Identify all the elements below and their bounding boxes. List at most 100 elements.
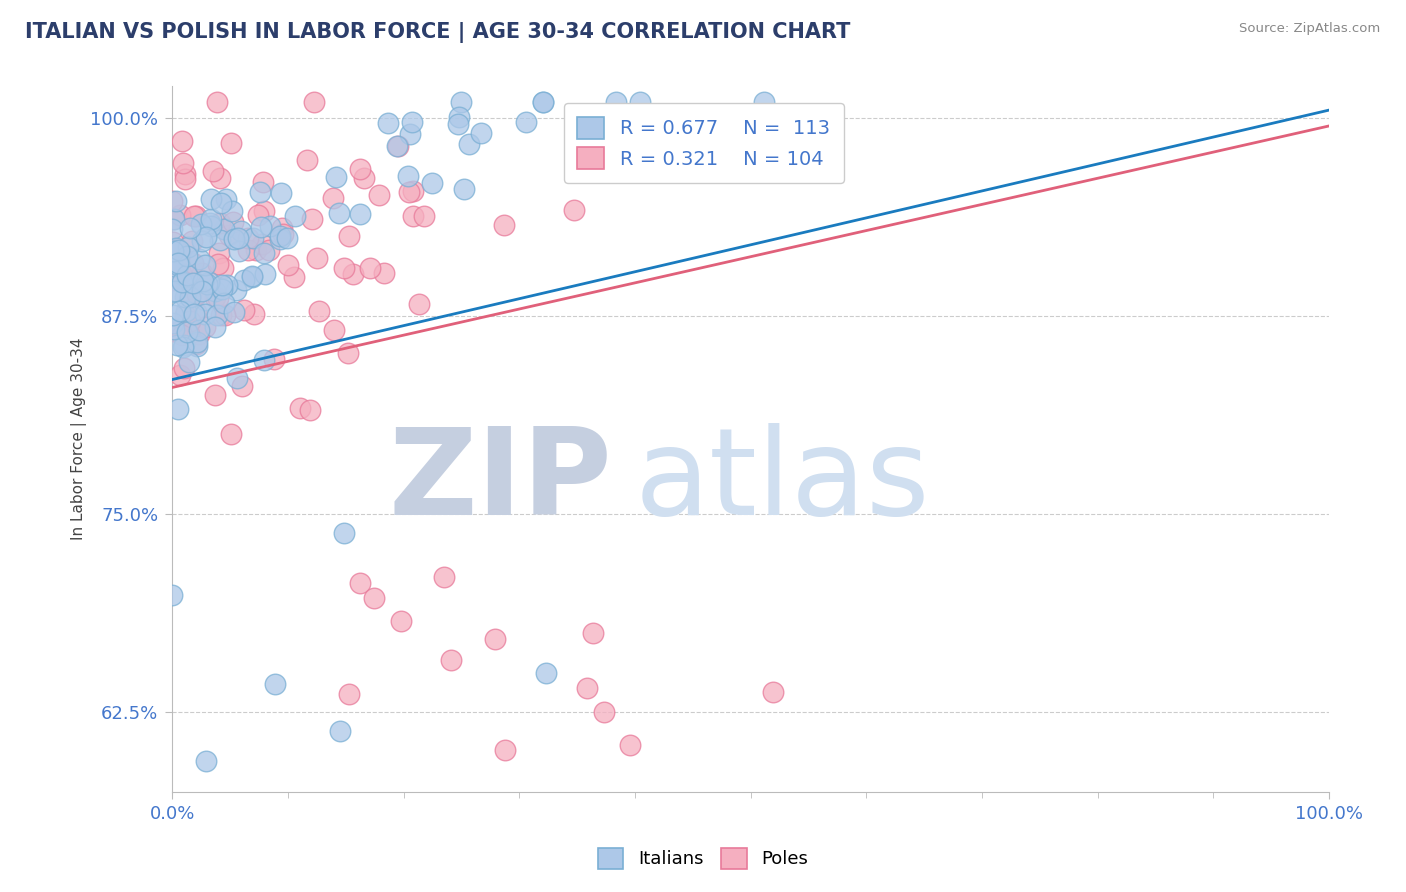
Point bbox=[269, 232, 291, 246]
Point bbox=[211, 282, 233, 296]
Point bbox=[166, 325, 188, 339]
Point bbox=[328, 206, 350, 220]
Point bbox=[207, 308, 229, 322]
Point bbox=[174, 290, 197, 304]
Point bbox=[470, 126, 492, 140]
Point bbox=[212, 222, 235, 236]
Point bbox=[176, 325, 198, 339]
Point bbox=[200, 211, 222, 226]
Text: ITALIAN VS POLISH IN LABOR FORCE | AGE 30-34 CORRELATION CHART: ITALIAN VS POLISH IN LABOR FORCE | AGE 3… bbox=[25, 22, 851, 44]
Point bbox=[226, 370, 249, 384]
Point bbox=[169, 368, 191, 383]
Point bbox=[385, 139, 408, 153]
Point bbox=[162, 211, 184, 226]
Point bbox=[447, 110, 470, 124]
Point bbox=[249, 220, 271, 235]
Point bbox=[162, 244, 184, 258]
Point bbox=[194, 307, 217, 321]
Point bbox=[322, 322, 344, 336]
Point bbox=[163, 243, 186, 257]
Point bbox=[236, 243, 259, 257]
Point bbox=[194, 320, 217, 334]
Point bbox=[183, 307, 205, 321]
Point bbox=[183, 209, 205, 223]
Point bbox=[184, 336, 207, 351]
Point bbox=[200, 216, 222, 230]
Point bbox=[186, 286, 208, 301]
Point bbox=[181, 276, 204, 290]
Point bbox=[225, 283, 247, 297]
Point bbox=[264, 677, 287, 691]
Point bbox=[259, 243, 281, 257]
Point bbox=[307, 251, 329, 265]
Point bbox=[194, 230, 217, 244]
Point bbox=[187, 252, 209, 267]
Point bbox=[250, 236, 273, 251]
Point bbox=[187, 326, 209, 341]
Point bbox=[207, 291, 229, 305]
Point bbox=[170, 134, 193, 148]
Point bbox=[349, 162, 371, 177]
Point bbox=[166, 255, 188, 269]
Point bbox=[173, 361, 195, 376]
Point bbox=[440, 652, 463, 666]
Point bbox=[363, 591, 385, 605]
Point bbox=[176, 249, 198, 263]
Point bbox=[167, 401, 190, 416]
Point bbox=[221, 204, 243, 219]
Point bbox=[240, 269, 263, 284]
Point bbox=[233, 273, 256, 287]
Point bbox=[165, 244, 187, 259]
Point bbox=[179, 354, 201, 368]
Point bbox=[181, 255, 204, 269]
Point bbox=[593, 706, 616, 720]
Point bbox=[401, 114, 423, 128]
Point bbox=[754, 95, 776, 110]
Point bbox=[176, 304, 198, 318]
Point bbox=[413, 209, 436, 223]
Point bbox=[401, 209, 423, 223]
Point bbox=[284, 210, 307, 224]
Point bbox=[218, 228, 240, 243]
Y-axis label: In Labor Force | Age 30-34: In Labor Force | Age 30-34 bbox=[72, 338, 87, 541]
Point bbox=[329, 723, 352, 738]
Point bbox=[273, 227, 295, 242]
Point bbox=[253, 246, 276, 260]
Point bbox=[169, 248, 191, 262]
Point bbox=[252, 175, 274, 189]
Point bbox=[163, 266, 186, 280]
Point bbox=[605, 95, 627, 110]
Point bbox=[191, 284, 214, 298]
Point bbox=[420, 176, 443, 190]
Point bbox=[197, 275, 219, 289]
Point bbox=[236, 231, 259, 245]
Point bbox=[245, 243, 267, 257]
Point bbox=[243, 307, 266, 321]
Point bbox=[342, 267, 364, 281]
Point bbox=[433, 570, 456, 584]
Point bbox=[276, 231, 298, 245]
Point bbox=[562, 202, 585, 217]
Point bbox=[214, 308, 236, 322]
Point bbox=[396, 169, 419, 184]
Point bbox=[271, 221, 294, 235]
Point bbox=[322, 191, 344, 205]
Point bbox=[457, 136, 479, 151]
Point bbox=[194, 258, 217, 272]
Point bbox=[184, 304, 207, 318]
Point bbox=[211, 260, 233, 275]
Point bbox=[209, 195, 232, 210]
Point bbox=[325, 169, 347, 184]
Point bbox=[349, 576, 371, 591]
Point bbox=[253, 204, 276, 219]
Point bbox=[162, 308, 184, 322]
Point bbox=[453, 182, 475, 196]
Point bbox=[169, 304, 191, 318]
Point bbox=[180, 285, 202, 300]
Point bbox=[208, 246, 231, 260]
Point bbox=[162, 212, 184, 227]
Point bbox=[180, 234, 202, 248]
Point bbox=[208, 216, 231, 230]
Point bbox=[249, 185, 271, 199]
Point bbox=[190, 217, 212, 231]
